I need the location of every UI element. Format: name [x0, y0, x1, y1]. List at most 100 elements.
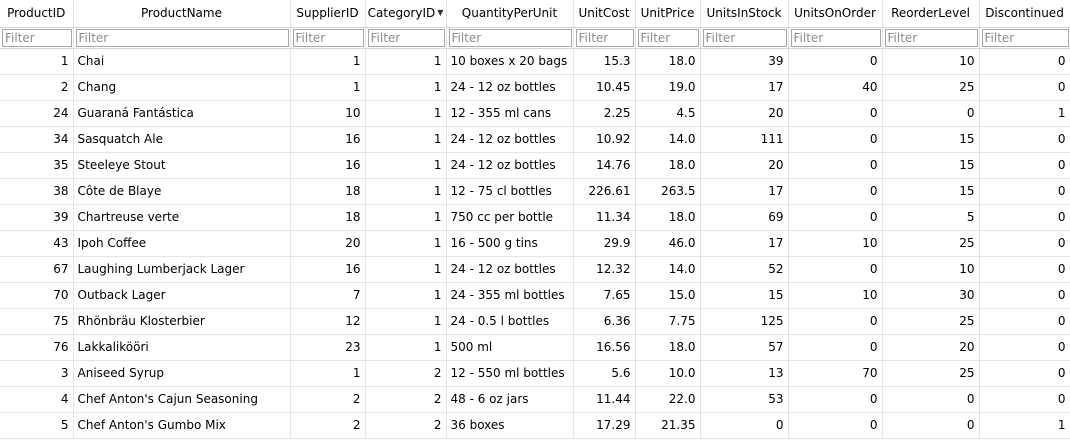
cell-unitsinstock[interactable]: 53 — [700, 386, 789, 413]
cell-categoryid[interactable]: 1 — [365, 100, 447, 127]
cell-unitsonorder[interactable]: 0 — [788, 178, 883, 205]
cell-productid[interactable]: 75 — [0, 308, 74, 335]
cell-productid[interactable]: 38 — [0, 178, 74, 205]
table-row[interactable]: 70 Outback Lager 7 1 24 - 355 ml bottles 7.65… — [0, 282, 1070, 309]
column-header-quantityperunit[interactable]: QuantityPerUnit — [446, 0, 574, 28]
filter-input-unitsinstock[interactable] — [702, 28, 787, 47]
cell-unitprice[interactable]: 7.75 — [635, 308, 701, 335]
cell-supplierid[interactable]: 18 — [290, 178, 366, 205]
filter-input-unitprice[interactable] — [637, 28, 699, 47]
cell-categoryid[interactable]: 2 — [365, 386, 447, 413]
cell-discontinued[interactable]: 0 — [979, 282, 1070, 309]
cell-unitcost[interactable]: 17.29 — [573, 412, 636, 439]
cell-quantityperunit[interactable]: 750 cc per bottle — [446, 204, 574, 231]
cell-unitprice[interactable]: 18.0 — [635, 334, 701, 361]
cell-unitprice[interactable]: 18.0 — [635, 152, 701, 179]
cell-supplierid[interactable]: 20 — [290, 230, 366, 257]
cell-categoryid[interactable]: 1 — [365, 282, 447, 309]
cell-productid[interactable]: 24 — [0, 100, 74, 127]
cell-reorderlevel[interactable]: 15 — [882, 152, 980, 179]
table-row[interactable]: 43 Ipoh Coffee 20 1 16 - 500 g tins 29.9 46.0 1… — [0, 230, 1070, 257]
cell-productid[interactable]: 39 — [0, 204, 74, 231]
cell-unitsinstock[interactable]: 20 — [700, 152, 789, 179]
cell-discontinued[interactable]: 0 — [979, 256, 1070, 283]
cell-categoryid[interactable]: 1 — [365, 204, 447, 231]
cell-unitprice[interactable]: 22.0 — [635, 386, 701, 413]
table-row[interactable]: 2 Chang 1 1 24 - 12 oz bottles 10.45 19.0 17 40 2… — [0, 74, 1070, 101]
table-row[interactable]: 34 Sasquatch Ale 16 1 24 - 12 oz bottles 10.9… — [0, 126, 1070, 153]
cell-productname[interactable]: Chartreuse verte — [73, 204, 291, 231]
cell-productname[interactable]: Chai — [73, 48, 291, 75]
cell-quantityperunit[interactable]: 24 - 0.5 l bottles — [446, 308, 574, 335]
cell-unitsonorder[interactable]: 0 — [788, 152, 883, 179]
cell-unitprice[interactable]: 21.35 — [635, 412, 701, 439]
cell-unitsonorder[interactable]: 0 — [788, 256, 883, 283]
cell-productname[interactable]: Guaraná Fantástica — [73, 100, 291, 127]
cell-reorderlevel[interactable]: 0 — [882, 100, 980, 127]
cell-productid[interactable]: 43 — [0, 230, 74, 257]
cell-productid[interactable]: 76 — [0, 334, 74, 361]
cell-categoryid[interactable]: 2 — [365, 360, 447, 387]
cell-categoryid[interactable]: 1 — [365, 230, 447, 257]
cell-productname[interactable]: Laughing Lumberjack Lager — [73, 256, 291, 283]
cell-discontinued[interactable]: 0 — [979, 386, 1070, 413]
cell-reorderlevel[interactable]: 25 — [882, 360, 980, 387]
cell-discontinued[interactable]: 0 — [979, 360, 1070, 387]
cell-supplierid[interactable]: 2 — [290, 386, 366, 413]
cell-unitsonorder[interactable]: 0 — [788, 334, 883, 361]
cell-productname[interactable]: Outback Lager — [73, 282, 291, 309]
cell-unitsinstock[interactable]: 111 — [700, 126, 789, 153]
cell-unitsonorder[interactable]: 70 — [788, 360, 883, 387]
cell-quantityperunit[interactable]: 12 - 75 cl bottles — [446, 178, 574, 205]
cell-supplierid[interactable]: 1 — [290, 74, 366, 101]
cell-quantityperunit[interactable]: 24 - 12 oz bottles — [446, 152, 574, 179]
filter-input-unitcost[interactable] — [575, 28, 634, 47]
cell-unitsinstock[interactable]: 0 — [700, 412, 789, 439]
cell-unitcost[interactable]: 2.25 — [573, 100, 636, 127]
cell-unitcost[interactable]: 10.92 — [573, 126, 636, 153]
cell-reorderlevel[interactable]: 15 — [882, 126, 980, 153]
cell-unitsinstock[interactable]: 20 — [700, 100, 789, 127]
cell-unitsonorder[interactable]: 0 — [788, 412, 883, 439]
column-header-categoryid[interactable]: CategoryID ▼ — [365, 0, 447, 28]
cell-discontinued[interactable]: 0 — [979, 334, 1070, 361]
cell-discontinued[interactable]: 0 — [979, 308, 1070, 335]
cell-productname[interactable]: Côte de Blaye — [73, 178, 291, 205]
cell-categoryid[interactable]: 1 — [365, 126, 447, 153]
cell-categoryid[interactable]: 1 — [365, 256, 447, 283]
cell-productname[interactable]: Steeleye Stout — [73, 152, 291, 179]
cell-reorderlevel[interactable]: 5 — [882, 204, 980, 231]
cell-unitprice[interactable]: 19.0 — [635, 74, 701, 101]
cell-unitprice[interactable]: 46.0 — [635, 230, 701, 257]
cell-quantityperunit[interactable]: 10 boxes x 20 bags — [446, 48, 574, 75]
cell-quantityperunit[interactable]: 24 - 12 oz bottles — [446, 126, 574, 153]
cell-unitprice[interactable]: 4.5 — [635, 100, 701, 127]
cell-unitcost[interactable]: 29.9 — [573, 230, 636, 257]
column-header-reorderlevel[interactable]: ReorderLevel — [882, 0, 980, 28]
cell-unitsonorder[interactable]: 0 — [788, 386, 883, 413]
cell-unitcost[interactable]: 15.3 — [573, 48, 636, 75]
column-header-productid[interactable]: ProductID — [0, 0, 74, 28]
cell-unitcost[interactable]: 11.44 — [573, 386, 636, 413]
cell-reorderlevel[interactable]: 15 — [882, 178, 980, 205]
cell-productid[interactable]: 2 — [0, 74, 74, 101]
filter-input-productname[interactable] — [75, 28, 289, 47]
cell-supplierid[interactable]: 23 — [290, 334, 366, 361]
cell-categoryid[interactable]: 1 — [365, 178, 447, 205]
cell-supplierid[interactable]: 2 — [290, 412, 366, 439]
cell-unitsonorder[interactable]: 40 — [788, 74, 883, 101]
cell-supplierid[interactable]: 18 — [290, 204, 366, 231]
cell-unitsonorder[interactable]: 10 — [788, 282, 883, 309]
cell-productname[interactable]: Ipoh Coffee — [73, 230, 291, 257]
cell-unitcost[interactable]: 12.32 — [573, 256, 636, 283]
cell-discontinued[interactable]: 0 — [979, 178, 1070, 205]
cell-productid[interactable]: 1 — [0, 48, 74, 75]
cell-quantityperunit[interactable]: 500 ml — [446, 334, 574, 361]
cell-categoryid[interactable]: 1 — [365, 74, 447, 101]
cell-unitcost[interactable]: 14.76 — [573, 152, 636, 179]
cell-quantityperunit[interactable]: 12 - 355 ml cans — [446, 100, 574, 127]
cell-discontinued[interactable]: 0 — [979, 126, 1070, 153]
cell-productname[interactable]: Chef Anton's Cajun Seasoning — [73, 386, 291, 413]
cell-unitprice[interactable]: 10.0 — [635, 360, 701, 387]
cell-unitsinstock[interactable]: 13 — [700, 360, 789, 387]
